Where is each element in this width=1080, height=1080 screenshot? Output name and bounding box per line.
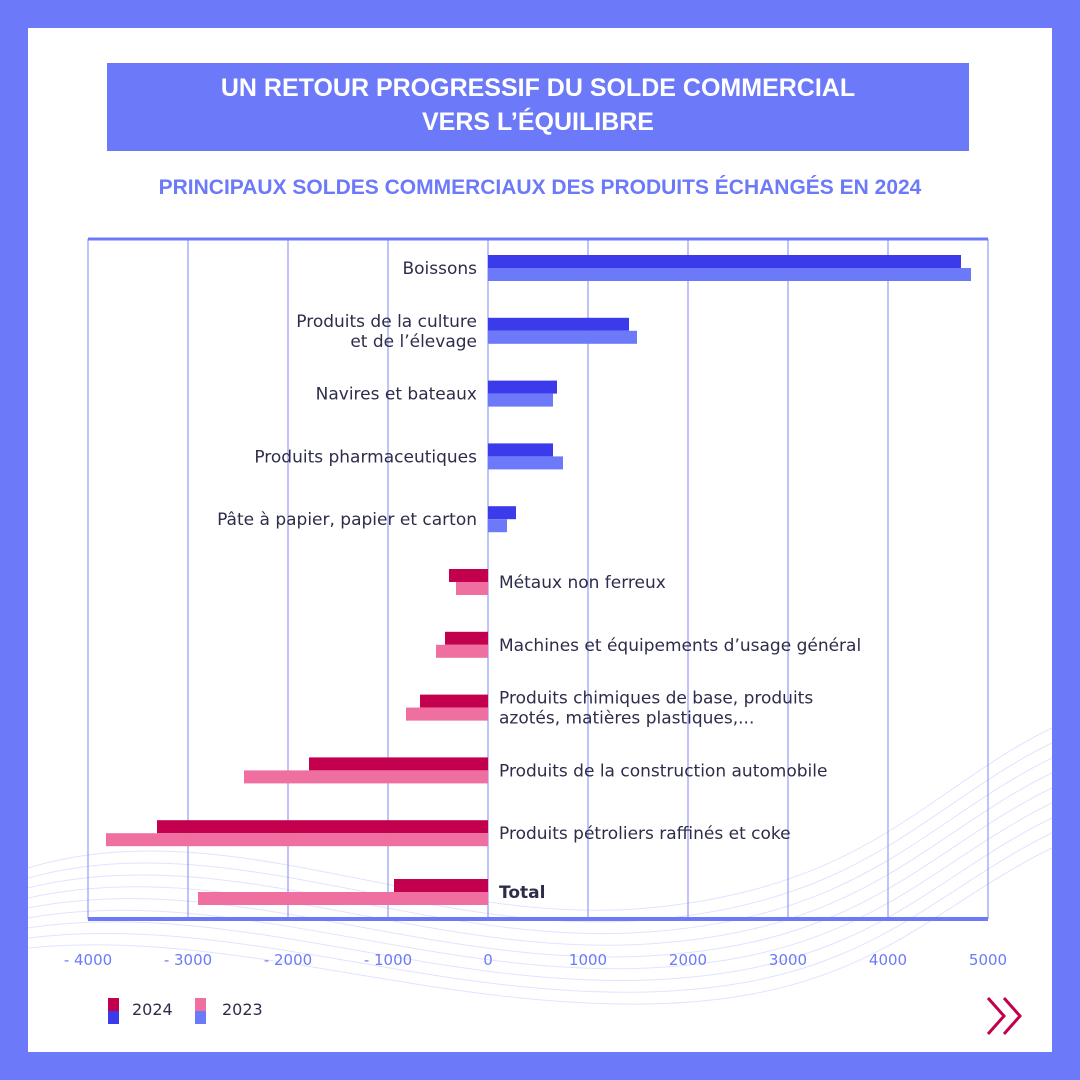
category-label-line: Navires et bateaux	[316, 385, 477, 405]
bar-2024	[394, 879, 488, 892]
category-label-line: azotés, matières plastiques,...	[499, 709, 754, 729]
category-label-line: Produits de la culture	[296, 312, 477, 332]
bar-2024	[488, 317, 629, 331]
category-label-line: Produits chimiques de base, produits	[499, 689, 813, 709]
bar-2023	[488, 519, 507, 533]
category-label-line: Métaux non ferreux	[499, 573, 666, 593]
bar-2023	[488, 268, 971, 281]
bar-2023	[406, 707, 488, 721]
category-label: Pâte à papier, papier et carton	[217, 510, 477, 530]
category-label: Métaux non ferreux	[499, 573, 666, 593]
legend: 2024 2023	[108, 998, 308, 1024]
x-tick-label: 4000	[869, 951, 907, 969]
bar-2023	[436, 644, 488, 658]
x-tick-label: 2000	[669, 951, 707, 969]
category-label-line: Produits de la construction automobile	[499, 761, 827, 781]
x-tick-label: - 3000	[164, 951, 212, 969]
x-tick-label: 5000	[969, 951, 1007, 969]
category-label-line: Boissons	[402, 259, 477, 279]
card: UN RETOUR PROGRESSIF DU SOLDE COMMERCIAL…	[28, 28, 1052, 1052]
chart-subtitle: PRINCIPAUX SOLDES COMMERCIAUX DES PRODUI…	[158, 176, 922, 199]
category-label: Machines et équipements d’usage général	[499, 636, 861, 656]
category-label-line: Total	[499, 883, 545, 903]
category-label: Total	[499, 883, 545, 903]
x-tick-label: - 1000	[364, 951, 412, 969]
category-label: Produits chimiques de base, produits azot…	[499, 689, 813, 729]
bar-2023	[456, 582, 488, 595]
legend-swatch-2024-negative	[108, 998, 119, 1011]
bar-2024	[488, 506, 516, 520]
title-banner: UN RETOUR PROGRESSIF DU SOLDE COMMERCIAL…	[107, 63, 969, 151]
x-tick-label: 1000	[569, 951, 607, 969]
legend-swatch-2024-positive	[108, 1011, 119, 1024]
bar-2023	[198, 892, 488, 905]
x-tick-label: 3000	[769, 951, 807, 969]
bar-2024	[309, 757, 488, 771]
category-label: Produits pharmaceutiques	[254, 447, 477, 467]
bar-2023	[488, 393, 553, 407]
legend-label-2024: 2024	[132, 1000, 173, 1019]
bar-2024	[445, 631, 488, 645]
category-label-line: Machines et équipements d’usage général	[499, 636, 861, 656]
x-tick-label: - 4000	[64, 951, 112, 969]
bar-2023	[244, 770, 488, 784]
category-label: Produits pétroliers raffinés et coke	[499, 824, 791, 844]
bar-chart: - 4000 - 3000 - 2000 - 1000 0 1000 2000 3000 400…	[64, 237, 1007, 969]
bar-2023	[106, 833, 488, 847]
legend-swatch-2023-negative	[195, 998, 206, 1011]
bar-2024	[488, 255, 961, 268]
next-chevrons-icon[interactable]	[980, 990, 1032, 1042]
x-tick-label: 0	[483, 951, 493, 969]
bar-2024	[157, 820, 488, 834]
category-label-line: Pâte à papier, papier et carton	[217, 510, 477, 530]
bar-2023	[488, 330, 637, 344]
category-label: Navires et bateaux	[316, 385, 477, 405]
legend-swatch-2023-positive	[195, 1011, 206, 1024]
title-line-1: UN RETOUR PROGRESSIF DU SOLDE COMMERCIAL	[220, 74, 856, 102]
category-label-line: Produits pétroliers raffinés et coke	[499, 824, 791, 844]
bar-2024	[449, 569, 488, 582]
x-tick-label: - 2000	[264, 951, 312, 969]
category-label: Produits de la culture et de l’élevage	[296, 312, 477, 352]
bar-2024	[420, 694, 488, 708]
bar-2024	[488, 380, 557, 394]
bar-2024	[488, 443, 553, 457]
bar-2023	[488, 456, 563, 470]
category-label-line: Produits pharmaceutiques	[254, 447, 477, 467]
category-label: Produits de la construction automobile	[499, 761, 827, 781]
category-label-line: et de l’élevage	[350, 332, 477, 352]
legend-label-2023: 2023	[222, 1000, 263, 1019]
title-line-2: VERS L’ÉQUILIBRE	[422, 108, 654, 136]
category-label: Boissons	[402, 259, 477, 279]
